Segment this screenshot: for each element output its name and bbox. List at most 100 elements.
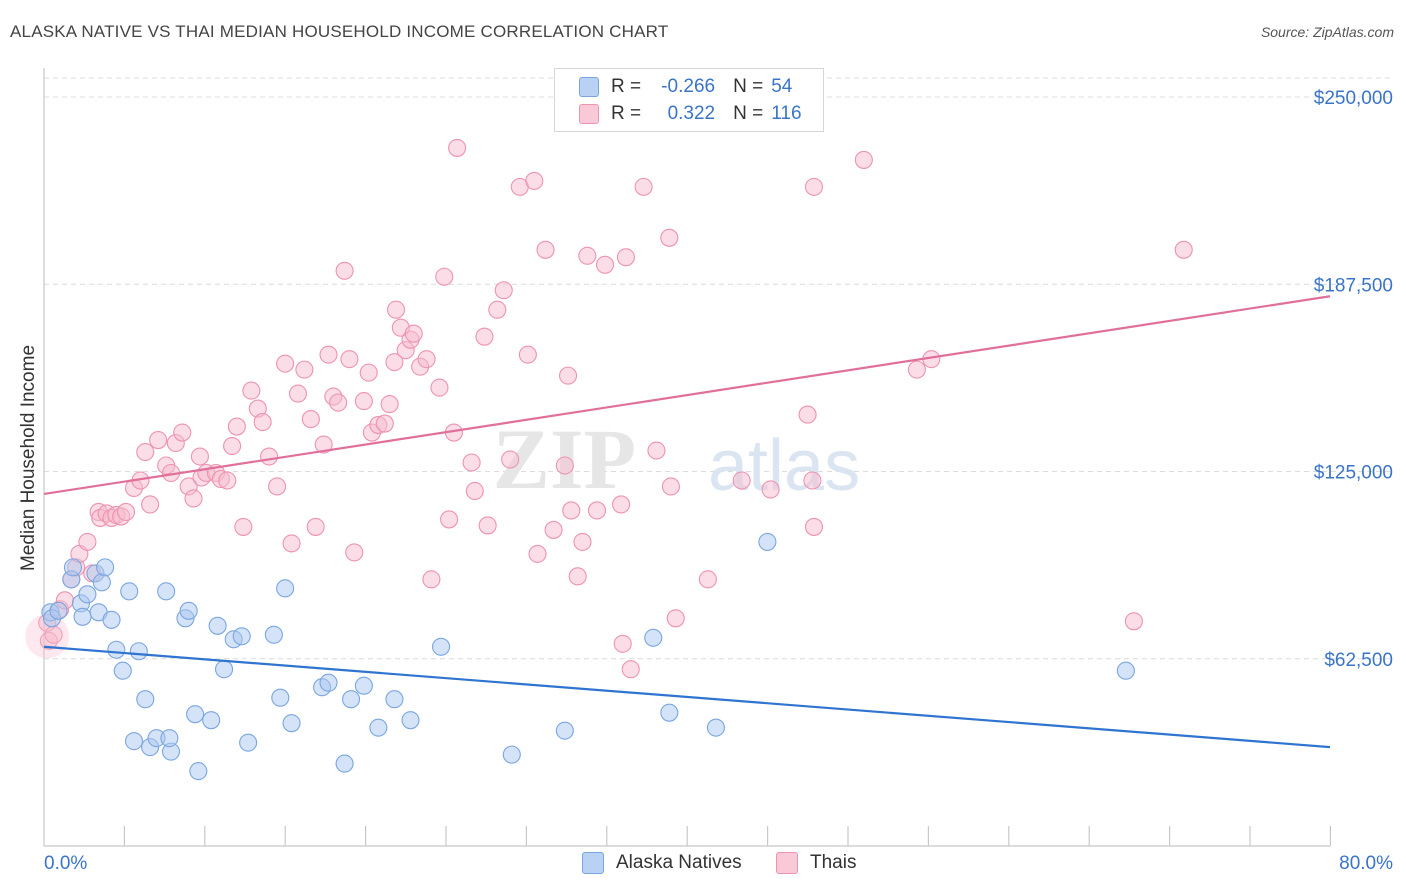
legend-r-label: R =	[611, 76, 642, 97]
data-point	[536, 240, 555, 259]
data-point	[435, 267, 454, 286]
data-point	[335, 754, 354, 773]
data-point	[276, 579, 295, 598]
data-point	[173, 423, 192, 442]
legend-item-alaska-natives[interactable]: Alaska Natives	[582, 852, 742, 874]
data-point	[660, 703, 679, 722]
data-point	[314, 435, 333, 454]
data-point	[345, 543, 364, 562]
data-point	[234, 517, 253, 536]
data-point	[136, 690, 155, 709]
series-thais	[25, 138, 1193, 679]
legend-n-value: 54	[771, 76, 793, 97]
data-point	[149, 430, 168, 450]
legend-item-thais[interactable]: Thais	[776, 852, 856, 874]
data-point	[1174, 240, 1193, 259]
data-point	[301, 410, 320, 429]
trend-line	[43, 645, 1331, 749]
data-point	[761, 480, 780, 499]
data-point	[417, 350, 436, 369]
data-point	[448, 138, 467, 157]
legend-r-value: 0.322	[667, 103, 716, 124]
data-point	[647, 441, 666, 460]
data-point	[232, 627, 251, 646]
axes	[43, 68, 1332, 847]
data-point	[227, 417, 246, 436]
grid	[44, 77, 1394, 660]
legend-r-label: R =	[611, 103, 642, 124]
data-point	[502, 745, 521, 764]
data-point	[660, 228, 679, 247]
data-point	[218, 471, 237, 490]
data-point	[359, 363, 378, 382]
data-point	[78, 585, 97, 604]
data-point	[124, 732, 144, 751]
data-point	[282, 714, 301, 733]
data-point	[404, 324, 423, 343]
data-point	[432, 637, 451, 656]
data-point	[282, 534, 301, 553]
axis-labels: $62,500 $125,000 $187,500 $250,000 0.0% 80.0%…	[18, 88, 1393, 874]
data-point	[803, 471, 822, 490]
data-point	[385, 690, 404, 709]
data-point	[501, 450, 520, 469]
data-point	[804, 177, 824, 196]
legend-n-value: 116	[771, 103, 802, 124]
y-tick-label: $125,000	[1314, 463, 1393, 484]
legend-swatch-pink	[776, 852, 798, 874]
data-point	[732, 471, 751, 490]
legend-row-alaska-natives: R = -0.266 N = 54	[579, 75, 817, 99]
legend-swatch-blue	[579, 77, 599, 97]
data-point	[223, 436, 242, 456]
data-point	[544, 520, 563, 539]
data-point	[242, 381, 261, 400]
legend-swatch-pink	[579, 104, 599, 124]
data-point	[758, 532, 777, 551]
data-point	[157, 582, 176, 601]
y-tick-label: $250,000	[1314, 88, 1393, 109]
data-point	[706, 718, 725, 737]
data-point	[380, 395, 399, 414]
source-label: Source: ZipAtlas.com	[1260, 24, 1394, 40]
data-point	[440, 510, 459, 529]
data-point	[116, 502, 136, 521]
data-point	[494, 281, 513, 300]
data-point	[141, 495, 160, 514]
data-point	[462, 453, 481, 472]
data-point	[666, 609, 685, 628]
data-point	[578, 246, 597, 265]
data-point	[271, 688, 290, 707]
data-point	[354, 392, 373, 411]
x-tick-label: 80.0%	[1339, 853, 1393, 874]
data-point	[595, 255, 615, 274]
data-point	[1116, 661, 1135, 680]
data-point	[136, 442, 155, 462]
data-point	[854, 150, 873, 169]
data-point	[288, 384, 308, 403]
data-point	[478, 516, 497, 535]
data-point	[613, 634, 632, 653]
data-point	[129, 642, 148, 661]
data-point	[634, 177, 653, 196]
legend-n-label: N =	[733, 103, 764, 124]
data-point	[528, 544, 547, 563]
data-point	[430, 378, 449, 397]
data-point	[804, 517, 824, 536]
data-point	[465, 481, 484, 501]
data-point	[160, 729, 179, 748]
data-point	[616, 248, 635, 267]
data-point	[401, 711, 420, 730]
trend-lines	[43, 295, 1331, 749]
data-point	[78, 532, 97, 551]
data-point	[190, 447, 209, 466]
legend-label-thais: Thais	[810, 852, 857, 873]
data-point	[49, 601, 68, 620]
data-point	[555, 456, 574, 475]
correlation-legend: R = -0.266 N = 54 R = 0.322 N = 116	[554, 68, 824, 132]
data-point	[214, 660, 234, 679]
y-tick-label: $62,500	[1324, 650, 1393, 671]
data-point	[276, 354, 295, 373]
data-point	[562, 501, 581, 520]
data-point	[239, 733, 258, 752]
